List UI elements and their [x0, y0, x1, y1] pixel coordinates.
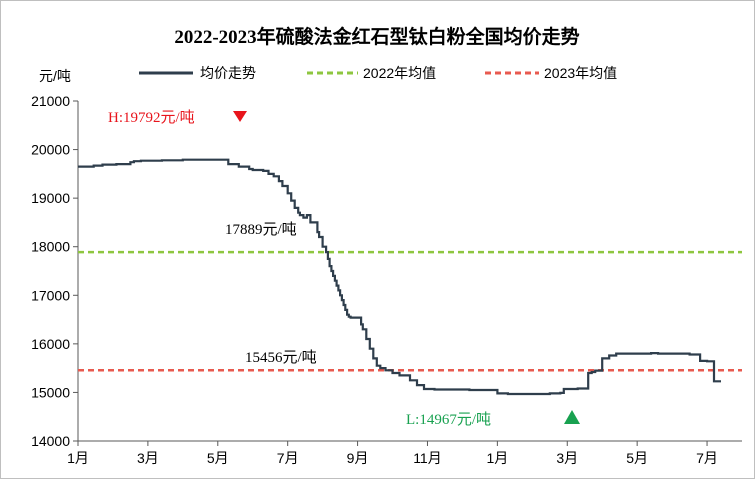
x-tick-label: 11月 — [413, 450, 442, 466]
y-tick-label: 14000 — [31, 433, 70, 449]
legend: 均价走势 2022年均值 2023年均值 — [139, 65, 617, 81]
avg-price-trend-line — [78, 158, 721, 396]
x-tick-label: 9月 — [347, 450, 369, 466]
y-tick-label: 16000 — [31, 336, 70, 352]
legend-label-2023-mean: 2023年均值 — [544, 65, 617, 81]
legend-label-avg-trend: 均价走势 — [200, 65, 256, 81]
x-tick-label: 3月 — [556, 450, 578, 466]
x-tick-label: 1月 — [486, 450, 508, 466]
low-marker-up-triangle — [564, 410, 580, 424]
chart-title: 2022-2023年硫酸法金红石型钛白粉全国均价走势 — [174, 25, 579, 48]
y-tick-label: 21000 — [31, 93, 70, 109]
series-layer — [78, 158, 742, 396]
x-tick-label: 5月 — [626, 450, 648, 466]
x-tick-label: 7月 — [696, 450, 718, 466]
y-tick-label: 20000 — [31, 142, 70, 158]
annotations: H:19792元/吨 17889元/吨 15456元/吨 L:14967元/吨 — [108, 109, 580, 428]
axes — [77, 101, 742, 442]
high-price-annotation: H:19792元/吨 — [108, 109, 195, 126]
x-tick-label: 1月 — [67, 450, 89, 466]
y-tick-label: 18000 — [31, 239, 70, 255]
y-tick-label: 17000 — [31, 287, 70, 303]
mean-2022-annotation: 17889元/吨 — [225, 221, 297, 238]
legend-label-2022-mean: 2022年均值 — [363, 65, 436, 81]
x-tick-label: 5月 — [207, 450, 229, 466]
y-axis-unit-label: 元/吨 — [39, 68, 71, 84]
low-price-annotation: L:14967元/吨 — [406, 411, 491, 428]
x-tick-label: 3月 — [137, 450, 159, 466]
y-tick-label: 19000 — [31, 190, 70, 206]
y-tick-label: 15000 — [31, 384, 70, 400]
y-ticks: 14000 15000 16000 17000 18000 19000 20000 21000 — [31, 93, 78, 449]
high-marker-down-triangle — [233, 111, 247, 122]
x-ticks: 1月 3月 5月 7月 9月 11月 1月 3月 5月 7月 — [67, 441, 718, 466]
x-tick-label: 7月 — [277, 450, 299, 466]
mean-2023-annotation: 15456元/吨 — [245, 349, 317, 366]
